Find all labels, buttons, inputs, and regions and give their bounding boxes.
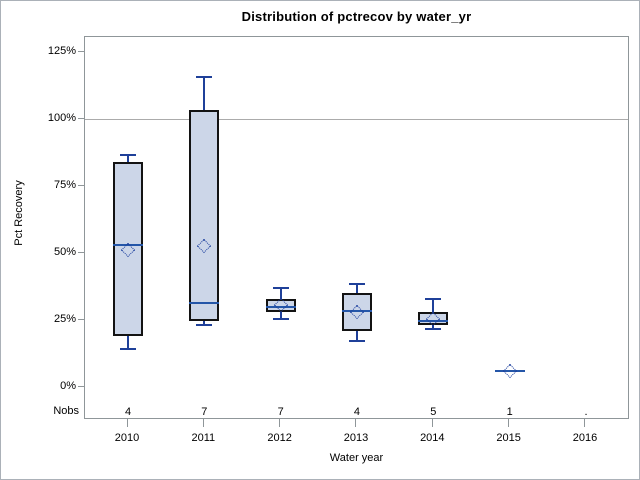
y-axis-tick xyxy=(78,185,84,186)
y-axis-tick xyxy=(78,386,84,387)
nobs-row-label: Nobs xyxy=(53,405,79,417)
upper-whisker-line xyxy=(432,298,435,312)
median-2012 xyxy=(265,305,296,308)
upper-whisker-cap xyxy=(348,282,365,285)
mean-diamond-2015 xyxy=(502,363,517,378)
lower-whisker-cap xyxy=(348,340,365,343)
lower-whisker-line xyxy=(355,330,358,342)
x-axis-tick xyxy=(508,419,510,427)
y-axis-tick-label: 25% xyxy=(53,313,76,325)
x-axis-tick-label: 2016 xyxy=(572,432,598,444)
y-axis-tick-label: 75% xyxy=(53,179,76,191)
nobs-value-2010: 4 xyxy=(124,406,132,418)
y-axis-tick-label: 0% xyxy=(60,380,76,392)
median-2015 xyxy=(494,369,525,372)
y-axis-tick xyxy=(78,319,84,320)
x-axis-title: Water year xyxy=(329,452,384,464)
upper-whisker-line xyxy=(279,287,282,299)
x-axis-tick xyxy=(279,419,281,427)
x-axis-tick-label: 2010 xyxy=(114,432,140,444)
nobs-value-2012: 7 xyxy=(277,406,284,418)
median-2010 xyxy=(113,243,143,246)
lower-whisker-cap xyxy=(196,324,213,327)
x-axis-tick xyxy=(202,419,204,427)
x-axis-tick-label: 2012 xyxy=(267,432,292,444)
y-axis-tick-label: 100% xyxy=(47,112,76,124)
upper-whisker-line xyxy=(355,283,358,294)
nobs-value-2011: 7 xyxy=(201,406,208,418)
x-axis-tick xyxy=(431,419,433,427)
x-axis-tick xyxy=(126,419,128,427)
box-2013 xyxy=(341,293,372,331)
box-2010 xyxy=(113,161,143,337)
lower-whisker-line xyxy=(279,311,282,319)
x-axis-tick-label: 2013 xyxy=(343,432,369,444)
median-2013 xyxy=(341,309,372,312)
upper-whisker-line xyxy=(203,77,206,110)
nobs-value-2015: 1 xyxy=(506,406,513,418)
upper-whisker-cap xyxy=(425,297,442,300)
x-axis-tick-label: 2014 xyxy=(420,432,445,444)
lower-whisker-line xyxy=(432,325,435,330)
y-axis-tick xyxy=(78,118,84,119)
y-axis-tick xyxy=(78,252,84,253)
upper-whisker-cap xyxy=(120,154,136,157)
lower-whisker-line xyxy=(127,336,129,350)
lower-whisker-cap xyxy=(425,328,442,331)
y-axis-tick-label: 50% xyxy=(53,246,76,258)
y-axis-title: Pct Recovery xyxy=(13,180,25,246)
y-axis-tick-label: 125% xyxy=(47,45,76,57)
x-axis-tick xyxy=(584,419,586,427)
x-axis-tick xyxy=(355,419,357,427)
plot-area: 4 7 7 4 5 1. xyxy=(84,36,629,419)
nobs-value-2014: 5 xyxy=(430,406,437,418)
nobs-value-2013: 4 xyxy=(353,406,361,418)
x-axis-tick-label: 2015 xyxy=(496,432,521,444)
lower-whisker-cap xyxy=(272,317,289,320)
median-2011 xyxy=(189,301,220,304)
x-axis-tick-label: 2011 xyxy=(191,432,216,444)
upper-whisker-cap xyxy=(196,76,213,79)
chart-title: Distribution of pctrecov by water_yr xyxy=(241,9,472,24)
nobs-value-2016: . xyxy=(584,406,588,418)
median-2014 xyxy=(418,320,449,323)
box-2011 xyxy=(189,109,220,322)
upper-whisker-line xyxy=(127,155,129,162)
lower-whisker-cap xyxy=(120,348,136,351)
reference-line-100pct xyxy=(85,118,628,120)
upper-whisker-cap xyxy=(272,286,289,289)
y-axis-tick xyxy=(78,51,84,52)
box-2012 xyxy=(265,298,296,312)
lower-whisker-line xyxy=(203,321,206,326)
